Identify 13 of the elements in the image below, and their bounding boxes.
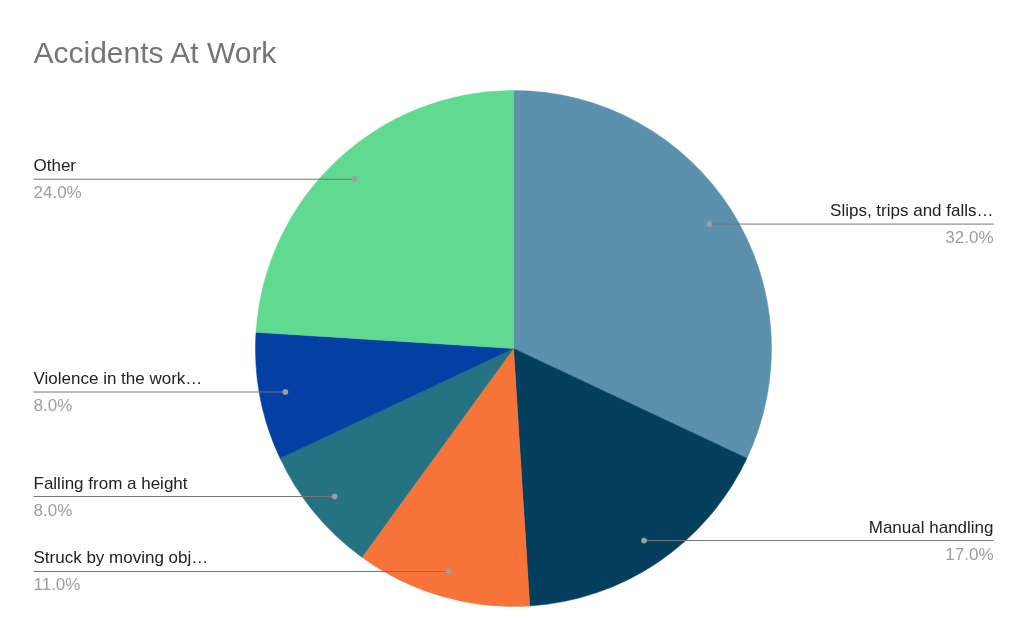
slice-label: Other xyxy=(33,156,77,176)
chart-title: Accidents At Work xyxy=(33,35,278,69)
data-label: 17.0% xyxy=(945,544,994,564)
slice-label: Falling from a height xyxy=(33,473,188,493)
data-label: 32.0% xyxy=(945,228,994,248)
slice-label: Manual handling xyxy=(868,517,994,537)
slice-label: Slips, trips and falls… xyxy=(830,201,994,221)
data-label: 8.0% xyxy=(33,500,73,520)
data-label: 8.0% xyxy=(33,396,73,416)
data-label: 11.0% xyxy=(33,575,81,595)
slice-label: Struck by moving obj… xyxy=(33,548,209,568)
data-label: 24.0% xyxy=(33,183,82,203)
slice-label: Violence in the work… xyxy=(33,369,203,389)
